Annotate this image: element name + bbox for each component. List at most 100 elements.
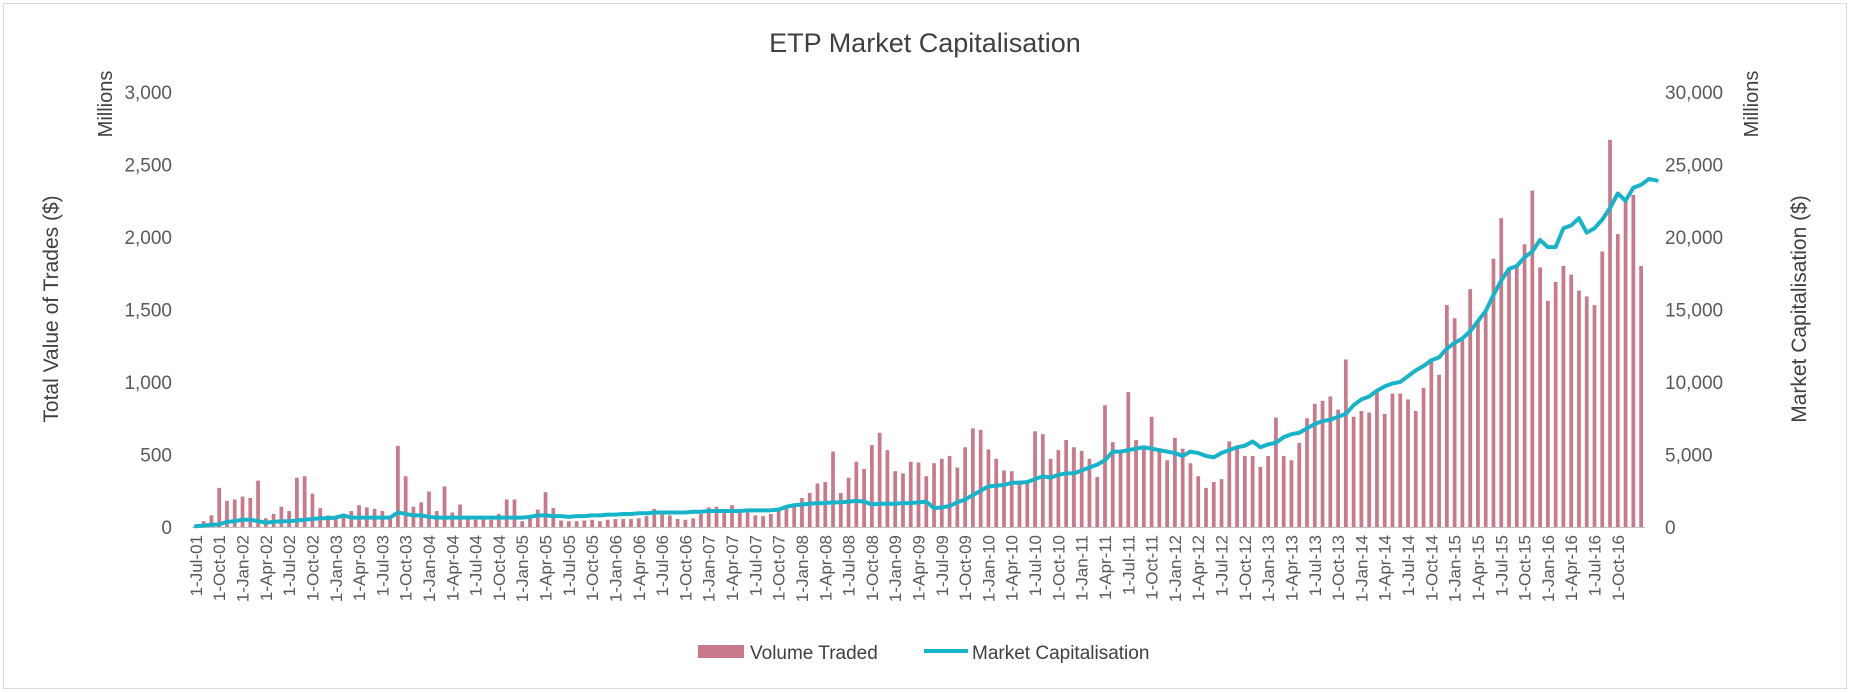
volume-bar xyxy=(1064,440,1068,527)
volume-bar xyxy=(1413,411,1418,527)
volume-bar xyxy=(706,507,711,527)
x-tick-label: 1-Oct-09 xyxy=(956,535,975,601)
x-tick-label: 1-Apr-09 xyxy=(910,535,929,601)
volume-bar xyxy=(745,512,750,527)
volume-bar xyxy=(800,498,804,527)
x-tick-label: 1-Apr-12 xyxy=(1189,535,1208,601)
volume-bar xyxy=(908,461,913,527)
volume-bar xyxy=(1009,471,1014,527)
volume-bar xyxy=(341,513,346,527)
volume-bar xyxy=(1328,396,1333,527)
volume-bar xyxy=(1149,416,1154,527)
legend-swatch-volume xyxy=(698,645,744,658)
volume-bar xyxy=(629,519,633,527)
volume-bar xyxy=(1157,450,1162,527)
volume-bar xyxy=(691,518,696,527)
volume-bar xyxy=(1406,399,1410,527)
y-left-tick-label: 0 xyxy=(161,518,172,539)
x-tick-label: 1-Apr-05 xyxy=(537,535,556,601)
volume-bar xyxy=(1040,434,1045,527)
volume-bar xyxy=(520,521,525,527)
volume-bar xyxy=(1204,487,1208,527)
x-tick-label: 1-Apr-15 xyxy=(1469,535,1488,601)
x-tick-label: 1-Jul-12 xyxy=(1213,535,1232,596)
x-tick-label: 1-Oct-15 xyxy=(1516,535,1535,601)
volume-bar xyxy=(1002,470,1006,527)
x-tick-label: 1-Oct-16 xyxy=(1609,535,1628,601)
x-tick-label: 1-Jan-02 xyxy=(234,535,253,602)
x-tick-label: 1-Jul-01 xyxy=(187,535,206,596)
legend-label-volume: Volume Traded xyxy=(750,643,878,664)
volume-bar xyxy=(901,473,905,527)
volume-bar xyxy=(465,518,470,527)
volume-bar xyxy=(1398,393,1403,527)
volume-bar xyxy=(932,463,936,527)
volume-bar xyxy=(1126,392,1131,527)
volume-bar xyxy=(240,496,245,527)
x-tick-label: 1-Jul-09 xyxy=(933,535,952,596)
volume-bar xyxy=(1211,482,1216,527)
x-tick-label: 1-Oct-07 xyxy=(770,535,789,601)
x-tick-label: 1-Apr-03 xyxy=(350,535,369,601)
volume-bar xyxy=(714,506,719,527)
x-tick-label: 1-Jan-15 xyxy=(1446,535,1465,602)
volume-bar xyxy=(598,521,602,527)
volume-bar xyxy=(1336,409,1340,527)
y-left-tick-label: 3,000 xyxy=(124,83,172,104)
volume-bar xyxy=(1134,440,1138,527)
volume-bar xyxy=(722,509,727,527)
x-tick-label: 1-Oct-04 xyxy=(490,535,509,601)
volume-bar xyxy=(776,509,781,527)
x-tick-label: 1-Oct-08 xyxy=(863,535,882,601)
volume-bar xyxy=(947,455,952,527)
volume-bar xyxy=(1343,359,1348,527)
x-tick-label: 1-Jan-05 xyxy=(513,535,532,602)
volume-bar xyxy=(295,477,299,527)
x-tick-label: 1-Jan-03 xyxy=(327,535,346,602)
volume-bar xyxy=(807,492,812,527)
volume-bar xyxy=(333,518,338,527)
volume-bar xyxy=(963,447,967,527)
volume-bar xyxy=(559,520,563,527)
x-tick-label: 1-Jan-11 xyxy=(1073,535,1092,601)
volume-bar xyxy=(1235,445,1239,527)
volume-bar xyxy=(769,513,773,527)
volume-bar xyxy=(1514,266,1519,527)
volume-bar xyxy=(1312,403,1317,527)
volume-bar xyxy=(730,505,734,527)
y-left-tick-label: 1,500 xyxy=(124,301,172,322)
y-left-tick-label: 2,000 xyxy=(124,228,172,249)
x-tick-label: 1-Jan-14 xyxy=(1352,535,1371,602)
legend: Volume Traded Market Capitalisation xyxy=(698,643,1149,664)
x-tick-label: 1-Oct-12 xyxy=(1236,535,1255,601)
volume-bar xyxy=(1079,450,1084,528)
volume-bar xyxy=(994,458,999,527)
volume-bar xyxy=(1281,455,1286,527)
x-tick-label: 1-Oct-06 xyxy=(676,535,695,601)
volume-bar xyxy=(1173,437,1177,527)
volume-bar xyxy=(1538,267,1542,527)
x-tick-label: 1-Apr-06 xyxy=(630,535,649,601)
y-right-tick-labels: 0 5,000 10,000 15,000 20,000 25,000 30,000 xyxy=(1665,83,1723,539)
volume-bar xyxy=(1017,480,1022,527)
volume-bar xyxy=(815,483,820,527)
x-tick-label: 1-Apr-14 xyxy=(1376,535,1395,601)
volume-bar xyxy=(955,467,960,527)
volume-bar xyxy=(877,432,882,527)
volume-bar xyxy=(582,520,587,527)
volume-bar xyxy=(792,504,797,527)
y-right-tick-label: 5,000 xyxy=(1665,446,1713,467)
volume-bar xyxy=(784,508,789,527)
x-tick-label: 1-Jan-08 xyxy=(793,535,812,602)
volume-bar xyxy=(1188,463,1193,527)
volume-bar xyxy=(1227,441,1232,527)
volume-bar xyxy=(1072,447,1076,527)
volume-bar xyxy=(388,517,392,527)
x-tick-label: 1-Jul-04 xyxy=(467,535,486,596)
volume-bar xyxy=(636,518,641,527)
volume-bar xyxy=(1569,274,1574,527)
x-tick-label: 1-Oct-13 xyxy=(1329,535,1348,601)
x-tick-label: 1-Jan-09 xyxy=(886,535,905,602)
volume-bar xyxy=(644,516,649,528)
volume-bar xyxy=(225,500,229,527)
